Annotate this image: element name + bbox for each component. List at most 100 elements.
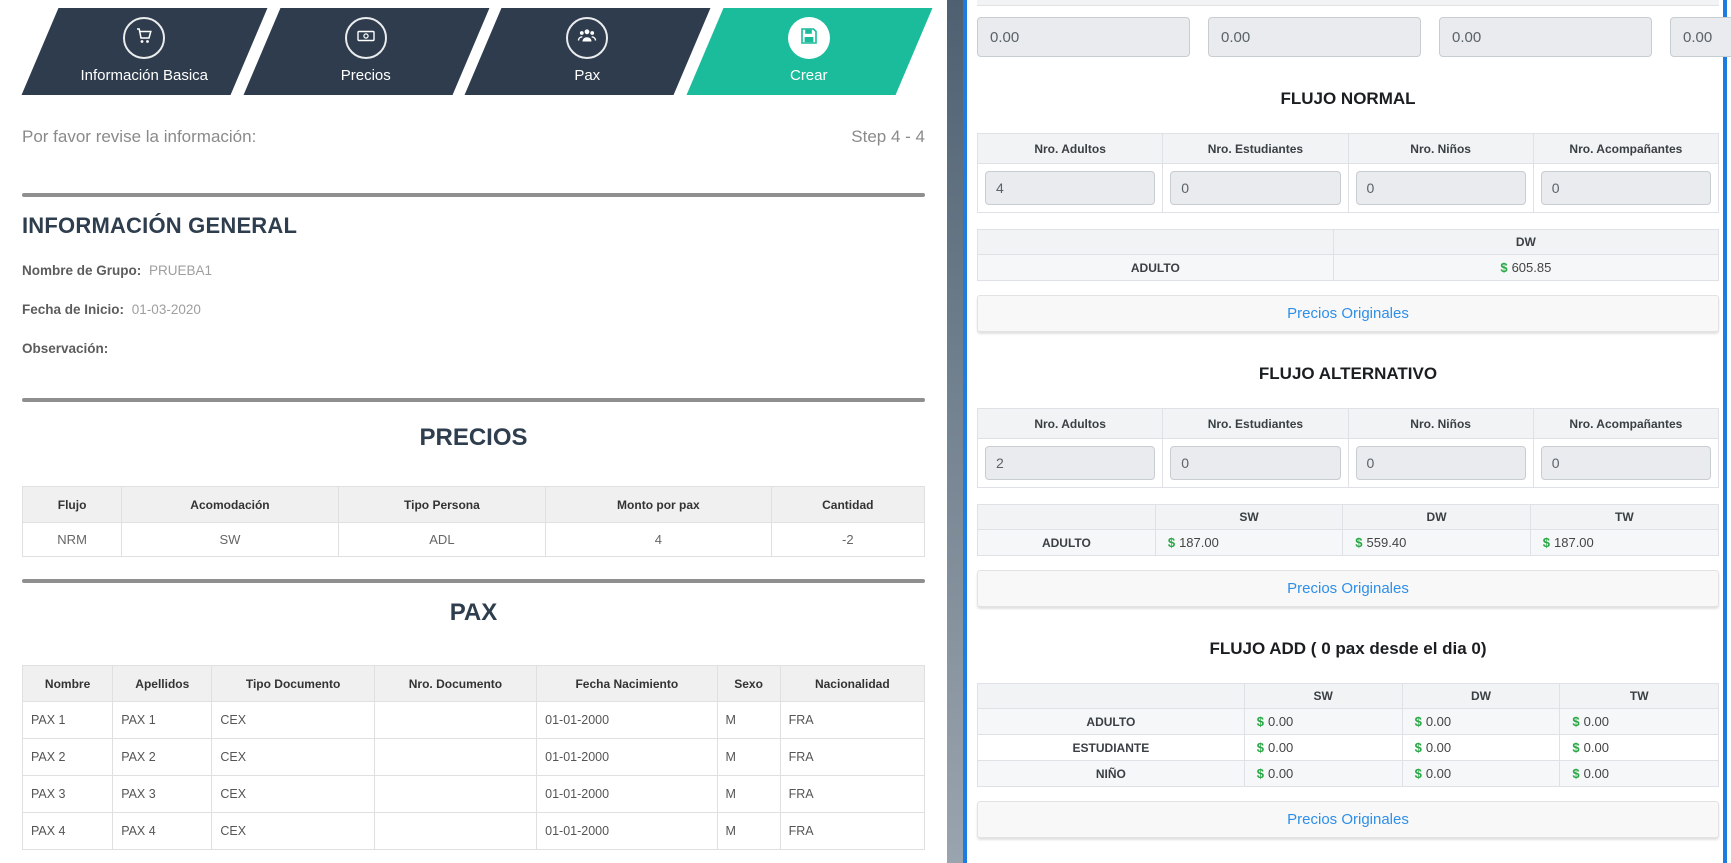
cell-nro-documento — [373, 775, 538, 813]
currency-symbol: $ — [1355, 535, 1363, 550]
person-type-label: ADULTO — [977, 708, 1245, 735]
nro-estudiantes-input[interactable] — [1170, 446, 1341, 480]
amount-input[interactable] — [977, 17, 1190, 57]
empty-header — [977, 683, 1245, 709]
room-header: DW — [1332, 229, 1720, 255]
field-value: PRUEBA1 — [149, 263, 213, 278]
price-value: 0.00 — [1267, 714, 1294, 729]
step-circle — [566, 17, 609, 59]
cell-acomodacion: SW — [121, 522, 339, 557]
price-value: 0.00 — [1583, 714, 1609, 729]
column-header: Nro. Documento — [373, 665, 538, 702]
field-observacion: Observación: — [22, 341, 925, 356]
empty-header — [977, 504, 1156, 530]
cell-nacionalidad: FRA — [779, 812, 926, 850]
person-type-label: ADULTO — [977, 529, 1156, 556]
nro-ninos-input[interactable] — [1355, 171, 1526, 205]
precios-title: PRECIOS — [419, 424, 528, 451]
precios-originales-button[interactable]: Precios Originales — [977, 570, 1719, 607]
window-divider[interactable] — [947, 0, 963, 863]
price-header-row: DW — [977, 229, 1720, 255]
people-icon — [577, 26, 597, 51]
cell-nombre: PAX 3 — [21, 775, 114, 813]
nro-acompanantes-input[interactable] — [1540, 446, 1711, 480]
price-cell: $187.00 — [1154, 529, 1344, 556]
nro-ninos-input[interactable] — [1355, 446, 1526, 480]
flujo-normal-count-table: Nro. Adultos Nro. Estudiantes Nro. Niños… — [976, 133, 1720, 213]
table-row: NRM SW ADL 4 -2 — [21, 522, 926, 557]
price-cell: $0.00 — [1401, 708, 1561, 735]
precios-header-row: Flujo Acomodación Tipo Persona Monto por… — [21, 486, 926, 523]
step-informacion-basica[interactable]: Información Basica — [21, 8, 267, 95]
review-prompt: Por favor revise la información: — [22, 127, 257, 146]
cell-nacionalidad: FRA — [779, 738, 926, 776]
count-input-row — [976, 163, 1720, 213]
step-circle — [123, 17, 166, 59]
cell-tipo-documento: CEX — [211, 812, 375, 850]
price-value: 0.00 — [1425, 740, 1452, 755]
column-header: Fecha Nacimiento — [536, 665, 718, 702]
amount-input[interactable] — [1439, 17, 1652, 57]
cell-fecha-nacimiento: 01-01-2000 — [536, 738, 718, 776]
cell-tipo-documento: CEX — [211, 701, 375, 739]
price-row: ADULTO $0.00 $0.00 $0.00 — [977, 708, 1719, 735]
step-label: Información Basica — [80, 67, 209, 84]
column-header: Nombre — [21, 665, 114, 702]
cell-nacionalidad: FRA — [779, 775, 926, 813]
step-pax[interactable]: Pax — [464, 8, 710, 95]
column-header: Nro. Acompañantes — [1532, 133, 1720, 164]
field-label: Observación: — [22, 341, 109, 356]
person-type-label: ESTUDIANTE — [977, 734, 1245, 761]
currency-symbol: $ — [1256, 714, 1264, 729]
price-value: 605.85 — [1511, 260, 1552, 275]
price-value: 0.00 — [1583, 740, 1609, 755]
step-precios[interactable]: Precios — [243, 8, 489, 95]
cell-nombre: PAX 4 — [21, 812, 114, 850]
price-value: 187.00 — [1554, 535, 1594, 550]
cell-cantidad: -2 — [770, 522, 926, 557]
nro-acompanantes-input[interactable] — [1540, 171, 1711, 205]
step-crear[interactable]: Crear — [686, 8, 932, 95]
field-value: 01-03-2020 — [131, 302, 201, 317]
price-value: 559.40 — [1366, 535, 1407, 550]
flujos-window: FLUJO NORMAL Nro. Adultos Nro. Estudiant… — [963, 0, 1731, 863]
precios-table: Flujo Acomodación Tipo Persona Monto por… — [21, 486, 926, 557]
count-header-row: Nro. Adultos Nro. Estudiantes Nro. Niños… — [976, 133, 1720, 164]
currency-symbol: $ — [1572, 766, 1580, 781]
cell-tipo-documento: CEX — [211, 775, 375, 813]
cell-fecha-nacimiento: 01-01-2000 — [536, 775, 718, 813]
cell-nombre: PAX 2 — [21, 738, 114, 776]
column-header: Nro. Estudiantes — [1162, 133, 1349, 164]
currency-symbol: $ — [1572, 740, 1580, 755]
nro-estudiantes-input[interactable] — [1170, 171, 1341, 205]
flujo-normal-title: FLUJO NORMAL — [1280, 89, 1416, 108]
price-row: ESTUDIANTE $0.00 $0.00 $0.00 — [977, 734, 1719, 761]
precios-originales-button[interactable]: Precios Originales — [977, 801, 1719, 838]
flujo-alternativo-count-table: Nro. Adultos Nro. Estudiantes Nro. Niños… — [976, 408, 1720, 488]
amount-input[interactable] — [1208, 17, 1421, 57]
step-label: Crear — [789, 67, 828, 84]
price-value: 0.00 — [1583, 766, 1609, 781]
price-value: 187.00 — [1179, 535, 1219, 550]
step-circle — [787, 17, 830, 59]
table-row: PAX 1 PAX 1 CEX 01-01-2000 M FRA — [21, 701, 926, 739]
flujo-alternativo-price-table: SW DW TW ADULTO $187.00 $559.40 $187.00 — [977, 504, 1720, 556]
amount-input[interactable] — [1670, 17, 1731, 57]
step-label: Precios — [340, 67, 391, 84]
price-value: 0.00 — [1425, 766, 1452, 781]
precios-originales-button[interactable]: Precios Originales — [977, 295, 1719, 332]
section-divider — [22, 193, 925, 197]
nro-adultos-input[interactable] — [985, 171, 1156, 205]
flujo-add-price-table: SW DW TW ADULTO $0.00 $0.00 $0.00 ESTUDI… — [977, 683, 1719, 787]
table-row: PAX 4 PAX 4 CEX 01-01-2000 M FRA — [21, 812, 926, 850]
price-cell: $0.00 — [1243, 708, 1403, 735]
nro-adultos-input[interactable] — [985, 446, 1156, 480]
info-general-title: INFORMACIÓN GENERAL — [22, 213, 298, 238]
room-header: SW — [1154, 504, 1344, 530]
flujo-add-title: FLUJO ADD ( 0 pax desde el dia 0) — [1209, 639, 1487, 658]
cell-fecha-nacimiento: 01-01-2000 — [536, 701, 718, 739]
price-row: ADULTO $605.85 — [977, 254, 1720, 281]
column-header: Acomodación — [121, 486, 339, 523]
cell-sexo: M — [716, 701, 781, 739]
